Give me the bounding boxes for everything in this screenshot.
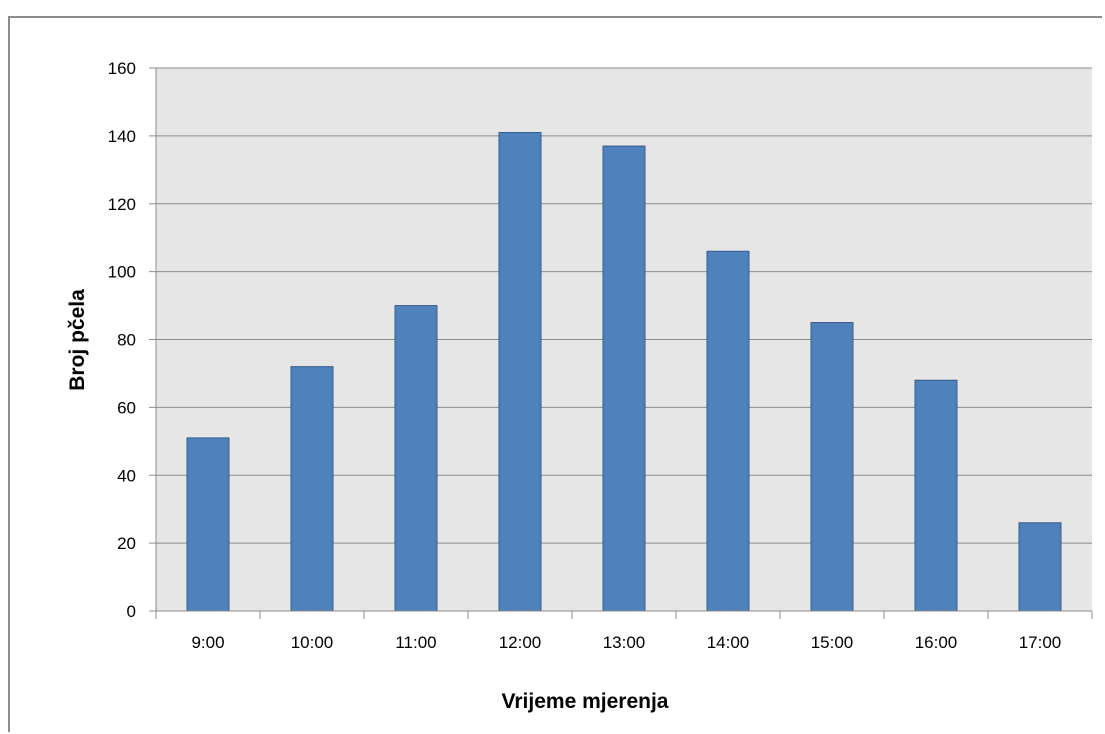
- bar: [498, 131, 542, 612]
- bar: [394, 305, 438, 612]
- bar: [914, 379, 958, 612]
- bars: [186, 131, 1062, 612]
- bar: [290, 366, 334, 612]
- y-axis-title: Broj pčela: [66, 289, 89, 391]
- bar: [706, 250, 750, 612]
- y-tick-label: 20: [117, 534, 136, 553]
- x-tick-label: 11:00: [395, 633, 436, 652]
- y-tick-label: 160: [108, 59, 136, 78]
- x-tick-label: 16:00: [915, 633, 958, 652]
- bar: [602, 145, 646, 612]
- y-tick-label: 0: [127, 602, 136, 621]
- y-tick-label: 60: [117, 398, 136, 417]
- x-tick-label: 14:00: [707, 633, 750, 652]
- x-axis-title: Vrijeme mjerenja: [502, 690, 669, 713]
- x-tick-label: 17:00: [1019, 633, 1062, 652]
- y-tick-label: 100: [108, 263, 136, 282]
- x-tick-label: 12:00: [499, 633, 542, 652]
- y-tick-label: 40: [117, 466, 136, 485]
- bar: [810, 322, 854, 612]
- x-tick-label: 15:00: [811, 633, 854, 652]
- y-tick-label: 80: [117, 331, 136, 350]
- bar: [1018, 522, 1062, 612]
- axes: [155, 68, 1093, 619]
- y-tick-labels: 0 20 40 60 80 100 120 140 160: [108, 59, 136, 621]
- bar: [186, 437, 230, 612]
- x-tick-label: 9:00: [191, 633, 224, 652]
- x-tick-label: 10:00: [291, 633, 334, 652]
- y-tick-label: 140: [108, 127, 136, 146]
- x-tick-labels: 9:00 10:00 11:00 12:00 13:00 14:00 15:00 16:00 1…: [191, 633, 1061, 652]
- y-tick-label: 120: [108, 195, 136, 214]
- x-tick-label: 13:00: [603, 633, 646, 652]
